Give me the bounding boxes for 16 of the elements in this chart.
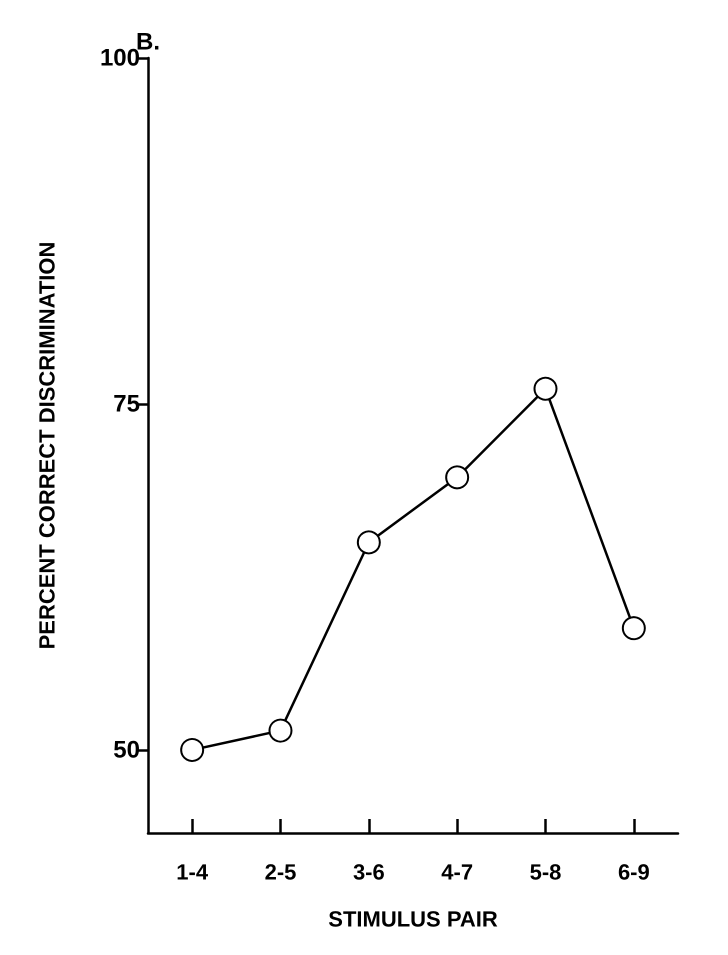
point — [445, 465, 470, 490]
point — [180, 738, 204, 762]
point — [356, 530, 381, 554]
x-tick-label: 4-7 — [441, 860, 474, 884]
y-tick-label: 50 — [113, 736, 140, 764]
x-axis-title: STIMULUS PAIR — [328, 906, 498, 932]
y-axis-title: PERCENT CORRECT DISCRIMINATION — [34, 242, 60, 650]
y-tick-label: 75 — [113, 390, 140, 418]
point — [268, 718, 292, 743]
x-tick-label: 5-8 — [530, 860, 562, 884]
point — [622, 616, 646, 640]
x-tick-label: 3-6 — [352, 860, 385, 884]
x-tick-label: 2-5 — [264, 860, 296, 884]
x-tick-label: 1-4 — [176, 860, 209, 884]
x-tick-label: 6-9 — [618, 860, 650, 884]
point — [534, 376, 558, 401]
